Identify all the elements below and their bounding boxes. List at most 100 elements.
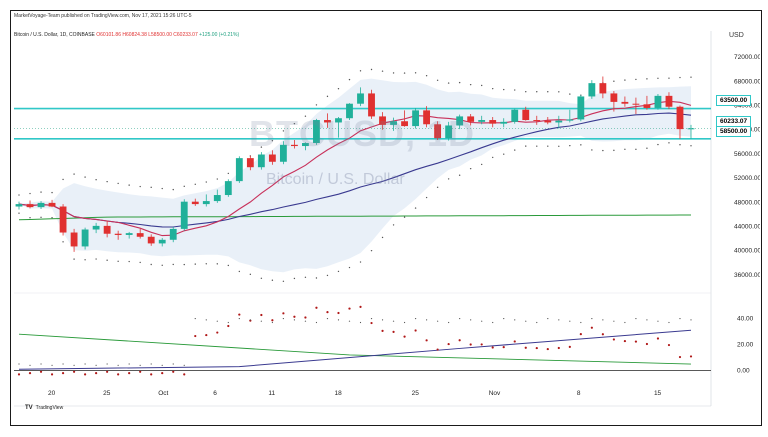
x-tick-label: 15	[654, 390, 662, 397]
lower-y-tick-label: 0.00	[737, 368, 750, 375]
lower-indicator-dot-grey	[216, 320, 218, 322]
lower-indicator-dot	[568, 345, 571, 349]
lower-indicator-dot	[623, 339, 627, 343]
candle-body	[665, 95, 673, 107]
candle-body	[423, 110, 431, 125]
band-dot-upper	[227, 172, 230, 175]
band-dot-upper	[194, 183, 196, 185]
lower-indicator-dot-grey	[514, 319, 516, 321]
band-dot-lower	[392, 224, 395, 226]
candle-body	[643, 104, 651, 108]
upper-level-badge[interactable]: 63500.00	[716, 95, 752, 106]
lower-indicator-dot	[227, 324, 230, 328]
candle-body	[346, 103, 353, 119]
band-dot-upper	[425, 75, 428, 77]
band-dot-lower	[117, 260, 119, 262]
chart-panel[interactable]: 72000.0068000.0064000.0060000.0056000.00…	[10, 10, 762, 426]
lower-indicator-dot-grey	[448, 321, 450, 324]
band-dot-upper	[668, 77, 670, 79]
candle-body	[324, 120, 331, 123]
currency-label: USD	[729, 32, 744, 39]
candle-body	[70, 232, 78, 247]
band-dot-lower	[18, 212, 20, 214]
lower-indicator-dot	[469, 343, 472, 346]
candle-body	[489, 120, 497, 124]
band-dot-lower	[260, 277, 263, 280]
lower-indicator-dot-grey	[591, 317, 593, 320]
band-dot-upper	[117, 182, 119, 185]
lower-indicator-dot-grey	[227, 321, 229, 324]
lower-indicator-dot	[172, 370, 175, 373]
lower-indicator-dot-grey	[359, 321, 362, 324]
candle-body	[92, 225, 100, 230]
tradingview-brand[interactable]: TV TradingView	[25, 405, 63, 411]
band-dot-upper	[480, 84, 483, 87]
candle-body	[621, 101, 629, 104]
lower-indicator-dot	[238, 313, 241, 316]
lower-indicator-dot	[260, 313, 263, 317]
band-dot-lower	[227, 264, 230, 267]
band-dot-upper	[547, 91, 549, 93]
lower-y-tick-label: 20.00	[737, 342, 754, 349]
candle-body	[125, 233, 133, 235]
candle-body	[235, 158, 243, 182]
lower-indicator-dot-grey	[150, 363, 152, 365]
lower-indicator-dot-grey	[51, 364, 53, 366]
lower-indicator-dot-grey	[348, 320, 351, 322]
candle-body	[533, 120, 541, 122]
lower-indicator-dot	[216, 331, 219, 334]
candle-body	[588, 83, 596, 97]
y-tick-label: 40000.00	[734, 248, 760, 255]
candle-body	[213, 195, 221, 202]
candle-body	[81, 229, 89, 247]
candle-body	[566, 119, 574, 121]
band-dot-upper	[315, 104, 318, 106]
candle-body	[676, 106, 684, 130]
lower-indicator-dot	[194, 334, 197, 338]
lower-indicator-dot-grey	[679, 317, 681, 320]
lower-indicator-dot-grey	[337, 319, 340, 321]
change-value: +125.00 (+0.21%)	[199, 32, 240, 38]
x-tick-label: 18	[334, 390, 342, 397]
band-dot-lower	[668, 142, 670, 144]
lower-indicator-dot	[656, 337, 660, 340]
lower-indicator-dot-grey	[536, 321, 538, 324]
band-dot-upper	[62, 178, 64, 181]
y-tick-label: 68000.00	[734, 78, 760, 85]
candle-body	[48, 202, 56, 207]
lower-indicator-dot	[480, 343, 483, 346]
band-dot-upper	[613, 80, 615, 82]
candle-body	[687, 128, 695, 130]
band-dot-lower	[635, 148, 637, 151]
lower-indicator-dot	[579, 333, 582, 336]
lower-level-badge[interactable]: 58500.00	[716, 126, 752, 137]
candle-body	[357, 93, 364, 104]
band-dot-lower	[293, 277, 296, 280]
band-dot-upper	[392, 72, 395, 74]
band-dot-lower	[337, 270, 340, 273]
band-dot-lower	[150, 263, 152, 266]
lower-indicator-dot	[634, 340, 638, 343]
band-dot-lower	[183, 263, 185, 266]
lower-indicator-dot-grey	[426, 319, 428, 321]
lower-indicator-dot	[150, 373, 153, 376]
lower-indicator-dot	[315, 306, 318, 309]
lower-indicator-dot-grey	[315, 321, 318, 324]
symbol-line: Bitcoin / U.S. Dollar, 1D, COINBASE	[14, 32, 95, 38]
candle-body	[224, 181, 232, 196]
band-dot-upper	[106, 180, 108, 183]
lower-indicator-dot	[183, 373, 186, 376]
band-dot-lower	[690, 145, 692, 147]
band-dot-upper	[95, 179, 97, 181]
x-tick-label: 8	[577, 390, 581, 397]
band-dot-upper	[29, 192, 31, 195]
candle-body	[610, 93, 618, 102]
lower-indicator-dot-grey	[62, 363, 64, 365]
x-tick-label: 25	[412, 390, 420, 397]
candle-body	[445, 125, 453, 139]
lower-indicator-dot	[458, 339, 461, 342]
watermark-name: Bitcoin / U.S. Dollar	[266, 171, 405, 188]
price-chart[interactable]: 72000.0068000.0064000.0060000.0056000.00…	[11, 11, 760, 424]
candle-body	[335, 118, 342, 123]
lower-indicator-dot	[645, 342, 649, 346]
